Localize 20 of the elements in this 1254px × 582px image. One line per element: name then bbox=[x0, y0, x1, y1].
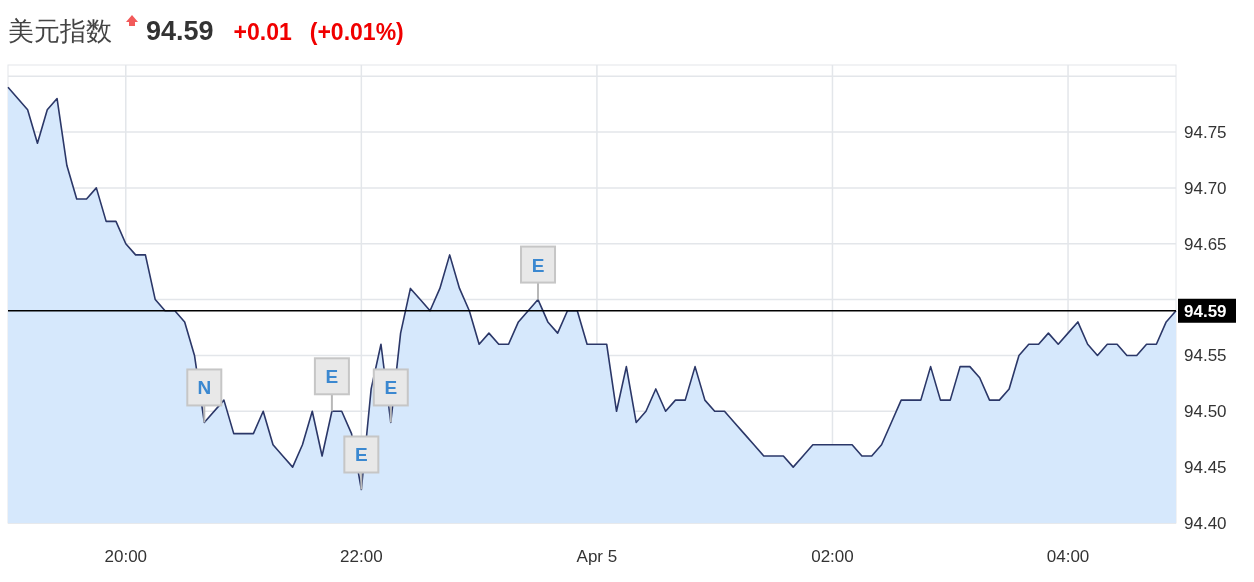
annotation: E bbox=[355, 444, 368, 466]
x-tick-label: 02:00 bbox=[811, 547, 854, 566]
y-tick-label: 94.40 bbox=[1184, 514, 1227, 533]
y-tick-label: 94.70 bbox=[1184, 178, 1227, 198]
x-tick-label: 22:00 bbox=[340, 547, 383, 566]
annotation: E bbox=[384, 377, 398, 399]
y-tick-label: 94.65 bbox=[1184, 234, 1227, 254]
chart-title: 美元指数 bbox=[8, 16, 112, 46]
annotation: E bbox=[325, 366, 339, 388]
x-tick-label: 04:00 bbox=[1046, 547, 1090, 566]
y-tick-label: 94.75 bbox=[1184, 123, 1227, 143]
x-tick-label: Apr 5 bbox=[576, 547, 618, 566]
y-tick-label: 94.45 bbox=[1184, 458, 1227, 478]
chart-subtitle: 94.59 +0.01 (+0.01%) bbox=[146, 16, 404, 46]
y-tick-label: 94.50 bbox=[1184, 402, 1227, 422]
y-tick-label: 94.55 bbox=[1184, 346, 1227, 366]
annotation: E bbox=[531, 254, 545, 276]
x-tick-label: 20:00 bbox=[104, 547, 148, 566]
ref-line-label: 94.59 bbox=[1184, 301, 1227, 321]
annotation: N bbox=[197, 377, 212, 399]
